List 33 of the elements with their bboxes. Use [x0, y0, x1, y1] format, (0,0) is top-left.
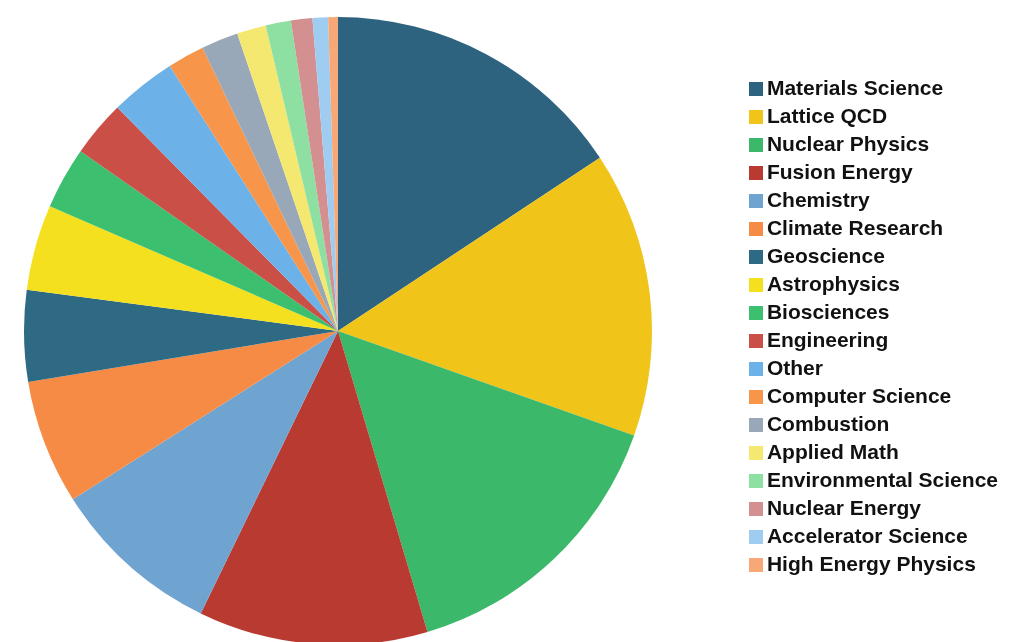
- legend-label: Engineering: [766, 328, 889, 351]
- pie-slice: [72, 331, 338, 614]
- pie-slice: [265, 20, 338, 331]
- legend-label: Materials Science: [766, 76, 944, 99]
- legend-label: Nuclear Energy: [766, 496, 921, 519]
- legend-label: Fusion Energy: [766, 160, 913, 183]
- pie-slice: [338, 331, 635, 632]
- pie-slice: [80, 107, 338, 331]
- legend-label: Lattice QCD: [766, 104, 888, 127]
- pie-slice: [200, 331, 428, 642]
- legend-label: Applied Math: [766, 440, 899, 463]
- legend-label: Accelerator Science: [766, 524, 968, 547]
- pie-slice: [28, 331, 338, 500]
- legend-label: Combustion: [766, 412, 890, 435]
- legend-label: Environmental Science: [766, 468, 998, 491]
- legend-label: Nuclear Physics: [766, 132, 930, 155]
- pie-slice: [26, 206, 338, 331]
- pie-slice: [237, 25, 338, 331]
- pie-slice: [49, 151, 338, 331]
- pie-slice: [202, 33, 338, 331]
- legend-label: Biosciences: [766, 300, 890, 323]
- legend-label: Geoscience: [766, 244, 885, 267]
- pie-slice: [24, 289, 338, 383]
- legend-label: Computer Science: [766, 384, 952, 407]
- legend-label: Chemistry: [766, 188, 870, 211]
- pie-slice: [338, 17, 600, 331]
- legend-label: Astrophysics: [766, 272, 900, 295]
- legend-label: Climate Research: [766, 216, 944, 239]
- legend-label: High Energy Physics: [766, 552, 976, 575]
- legend-label: Other: [766, 356, 823, 379]
- pie-slice: [290, 18, 338, 331]
- pie-slice: [117, 65, 338, 331]
- pie-slice: [169, 47, 338, 331]
